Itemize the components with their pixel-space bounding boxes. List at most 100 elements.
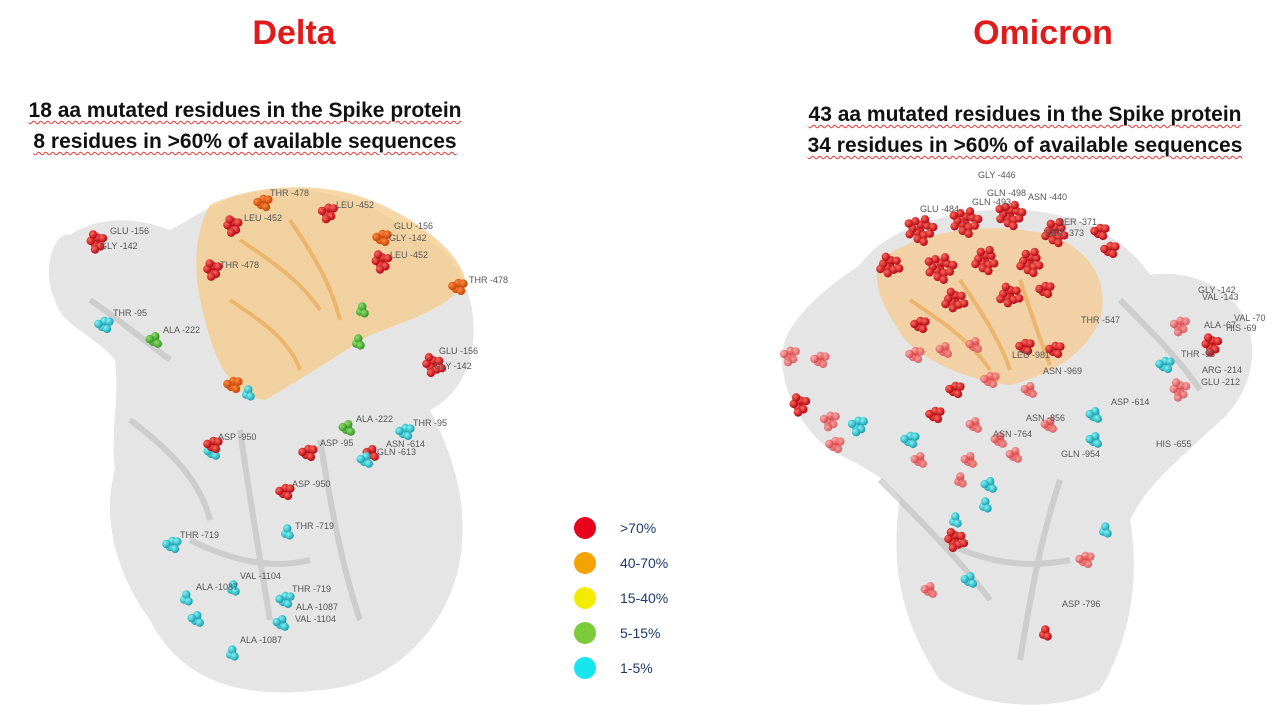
residue-sphere: [910, 319, 919, 329]
residue-sphere: [946, 528, 956, 537]
residue-sphere: [939, 275, 948, 284]
residue-cluster: [162, 536, 182, 554]
residue-sphere: [819, 414, 829, 424]
residue-sphere: [1055, 217, 1064, 227]
residue-label: ALA -222: [163, 325, 200, 335]
residue-sphere: [383, 254, 393, 263]
residue-sphere: [957, 291, 966, 300]
residue-label: GLU -156: [110, 226, 149, 236]
residue-cluster: [338, 420, 355, 436]
residue-sphere: [264, 195, 273, 204]
residue-label: ARG -214: [1202, 365, 1242, 375]
residue-sphere: [965, 419, 974, 429]
residue-sphere: [973, 424, 982, 433]
residue-sphere: [818, 359, 828, 369]
delta-title: Delta: [252, 14, 336, 52]
residue-sphere: [88, 230, 98, 239]
residue-label: THR -95: [113, 308, 147, 318]
residue-sphere: [1108, 249, 1118, 259]
residue-sphere: [833, 444, 843, 454]
residue-label: SER -373: [1045, 228, 1084, 238]
residue-sphere: [1093, 414, 1103, 423]
residue-cluster: [1075, 551, 1095, 569]
residue-sphere: [895, 264, 904, 273]
residue-sphere: [1086, 552, 1095, 561]
residue-sphere: [1010, 200, 1019, 210]
residue-cluster: [1020, 382, 1038, 398]
residue-sphere: [173, 537, 182, 546]
residue-sphere: [847, 419, 857, 429]
residue-sphere: [1169, 384, 1178, 394]
residue-sphere: [372, 232, 381, 242]
residue-label: ASN -440: [1028, 192, 1067, 202]
residue-sphere: [422, 359, 431, 368]
residue-sphere: [1103, 529, 1112, 538]
residue-sphere: [321, 215, 331, 224]
residue-sphere: [916, 347, 925, 356]
residue-sphere: [306, 452, 316, 462]
residue-sphere: [925, 268, 934, 277]
legend-label: >70%: [620, 519, 657, 536]
residue-sphere: [1003, 299, 1012, 308]
residue-sphere: [1016, 261, 1025, 271]
residue-sphere: [370, 452, 379, 461]
residue-label: GLY -142: [100, 241, 138, 251]
residue-sphere: [1015, 294, 1024, 303]
residue-cluster: [980, 477, 997, 493]
residue-sphere: [356, 454, 365, 464]
residue-cluster: [226, 645, 239, 661]
legend-label: 5-15%: [620, 624, 661, 641]
legend-item: >70%: [574, 510, 668, 545]
residue-cluster: [1045, 341, 1065, 359]
residue-sphere: [356, 341, 365, 350]
residue-cluster: [203, 436, 223, 454]
residue-cluster: [1100, 241, 1120, 259]
residue-sphere: [935, 344, 944, 354]
residue-sphere: [1045, 344, 1054, 354]
residue-sphere: [1163, 364, 1173, 374]
residue-label: THR -478: [469, 275, 508, 285]
residue-sphere: [948, 304, 957, 313]
residue-sphere: [1040, 419, 1049, 429]
residue-sphere: [918, 324, 928, 334]
residue-sphere: [988, 379, 998, 389]
legend-item: 5-15%: [574, 615, 668, 650]
legend-label: 40-70%: [620, 554, 669, 571]
residue-label: ALA -1087: [196, 582, 238, 592]
residue-cluster: [1169, 378, 1191, 402]
residue-sphere: [936, 407, 945, 416]
residue-sphere: [968, 579, 977, 588]
residue-sphere: [435, 356, 444, 366]
residue-sphere: [990, 434, 999, 444]
residue-sphere: [953, 519, 962, 528]
residue-cluster: [203, 259, 223, 281]
residue-sphere: [329, 204, 338, 213]
residue-sphere: [983, 504, 992, 513]
residue-sphere: [859, 417, 868, 426]
residue-label: GLN -493: [972, 197, 1011, 207]
residue-sphere: [911, 217, 920, 226]
residue-sphere: [810, 354, 819, 364]
residue-label: ALA -1087: [296, 602, 338, 612]
omicron-subtitle-line2: 34 residues in >60% of available sequenc…: [807, 134, 1243, 157]
residue-cluster: [935, 342, 952, 358]
residue-sphere: [931, 255, 940, 264]
residue-label: ASP -95: [320, 438, 353, 448]
delta-subtitle: 18 aa mutated residues in the Spike prot…: [0, 95, 525, 157]
omicron-subtitle-line1: 43 aa mutated residues in the Spike prot…: [808, 103, 1242, 126]
residue-sphere: [1035, 261, 1044, 270]
residue-sphere: [184, 597, 193, 606]
residue-cluster: [941, 287, 969, 313]
residue-sphere: [908, 439, 918, 449]
residue-label: GLU -156: [394, 221, 433, 231]
residue-sphere: [1048, 424, 1058, 433]
residue-label: ASN -764: [993, 429, 1032, 439]
residue-sphere: [929, 222, 938, 232]
residue-sphere: [223, 379, 232, 389]
legend-item: 40-70%: [574, 545, 668, 580]
residue-sphere: [990, 259, 999, 268]
residue-sphere: [956, 472, 965, 481]
residue-sphere: [1171, 378, 1181, 387]
residue-sphere: [1090, 226, 1099, 236]
residue-sphere: [246, 392, 255, 401]
